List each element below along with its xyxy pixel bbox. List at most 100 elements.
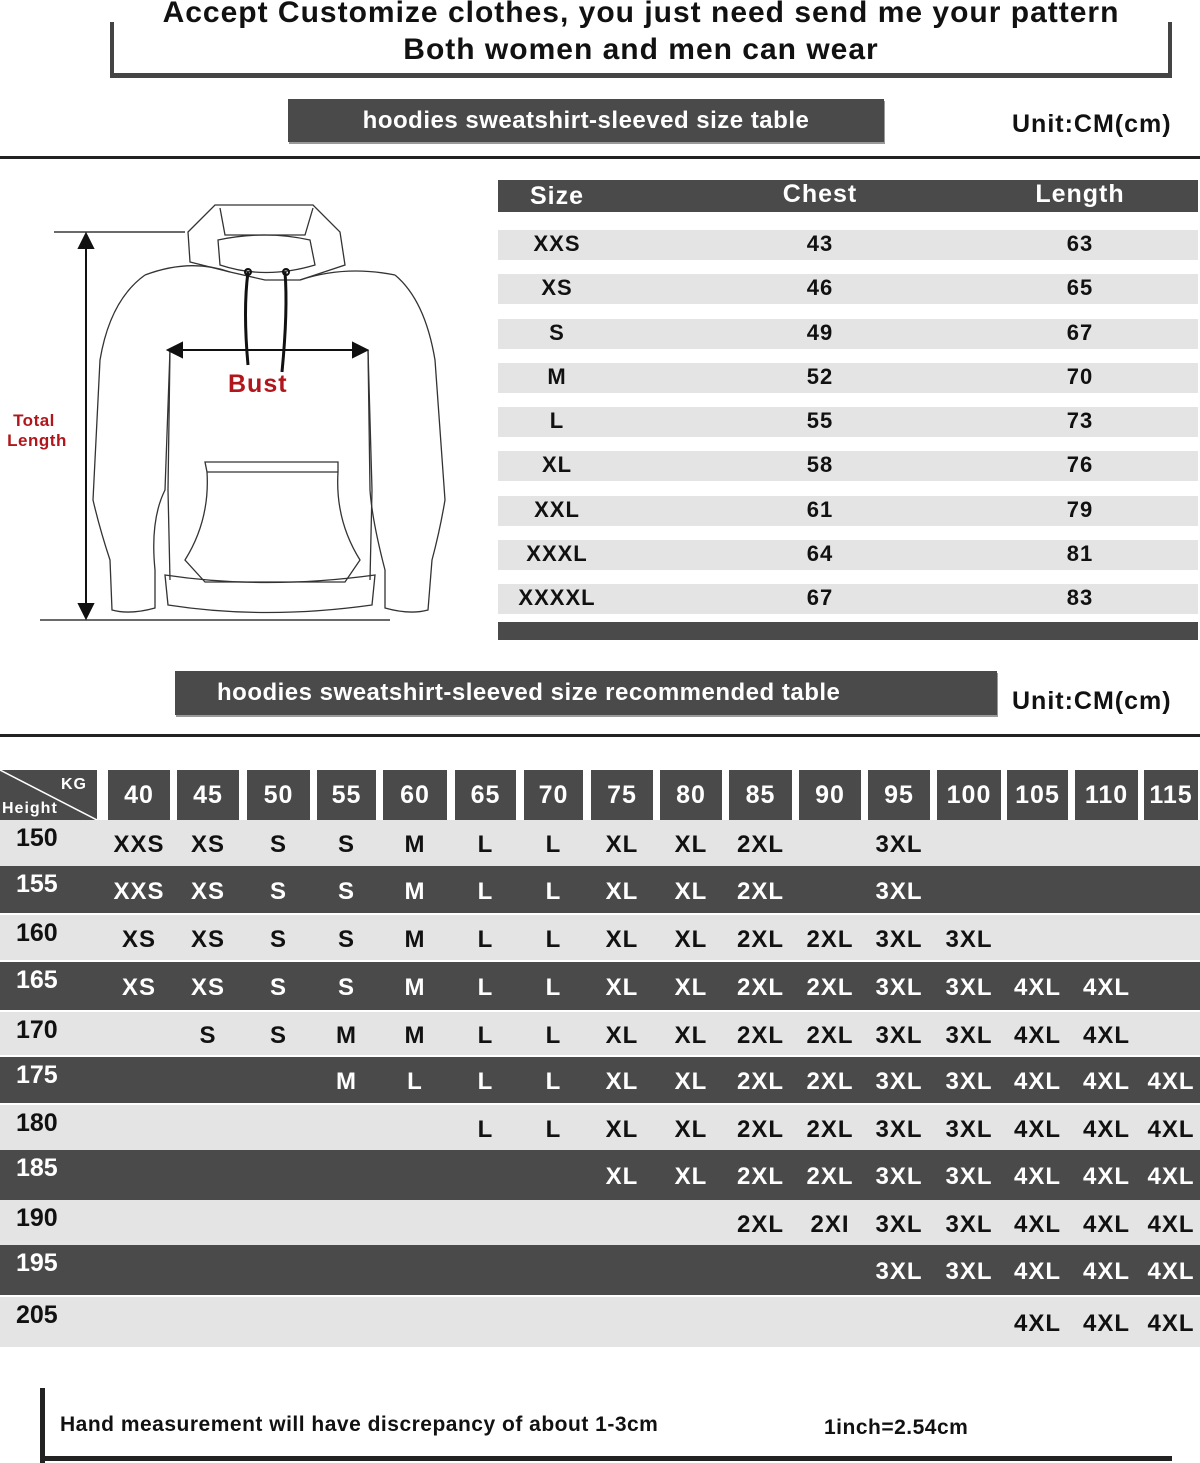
size-row (498, 584, 1198, 614)
size-row (498, 230, 1198, 260)
length-cell: 70 (1066, 364, 1094, 389)
size-row (498, 540, 1198, 570)
size-row (498, 319, 1198, 349)
size-recommendation-cell: S (337, 877, 355, 905)
footer-conversion: 1inch=2.54cm (824, 1416, 969, 1439)
bust-label: Bust (228, 370, 288, 398)
size-recommendation-cell: 4XL (1013, 1210, 1061, 1238)
size-cell: XXXL (526, 541, 588, 566)
corner-kg-label: KG (61, 776, 87, 793)
footer-note: Hand measurement will have discrepancy o… (60, 1413, 659, 1436)
size-cell: XXS (533, 231, 581, 256)
size-recommendation-cell: 2XL (806, 974, 854, 1001)
size-recommendation-cell: 3XL (875, 1163, 923, 1190)
size-recommendation-cell: XL (674, 1163, 708, 1190)
size-recommendation-cell: 4XL (1147, 1163, 1195, 1190)
size-recommendation-cell: XXS (113, 877, 165, 905)
chest-cell: 43 (806, 231, 834, 256)
corner-height-label: Height (2, 800, 58, 817)
size-recommendation-cell: 4XL (1013, 1310, 1061, 1337)
chest-cell: 67 (806, 585, 834, 610)
size-recommendation-cell: 2XL (736, 1068, 784, 1095)
size-recommendation-cell: 2XL (806, 1068, 854, 1095)
recommendation-row: 170 S S M M L L XL XL 2XL 2XL 3XL 3XL 4XL 4XL (0, 1012, 1200, 1055)
height-cell: 160 (16, 919, 58, 947)
weight-header: 60 (383, 770, 447, 820)
height-cell: 195 (16, 1249, 58, 1277)
size-recommendation-cell: 2XL (736, 831, 784, 858)
size-recommendation-cell: 2XL (806, 1115, 854, 1143)
size-recommendation-cell: 3XL (945, 1068, 993, 1095)
size-recommendation-cell: 2XL (806, 1021, 854, 1049)
size-row (498, 363, 1198, 393)
size-recommendation-cell: 3XL (945, 1258, 993, 1285)
size-recommendation-cell: S (337, 974, 355, 1001)
footer-bottom-border (40, 1456, 1172, 1461)
weight-header: 40 (108, 770, 170, 820)
weight-header: 45 (177, 770, 239, 820)
banner-bottom-border (110, 73, 1172, 78)
chest-cell: 52 (806, 364, 834, 389)
size-recommendation-cell: XL (674, 925, 708, 953)
size-recommendation-cell: 2XI (810, 1210, 850, 1238)
size-recommendation-cell: M (404, 1021, 426, 1049)
size-recommendation-cell: 3XL (875, 831, 923, 858)
weight-header: 85 (729, 770, 792, 820)
size-row (498, 274, 1198, 304)
size-recommendation-cell: L (477, 1115, 494, 1143)
chest-cell: 49 (806, 320, 834, 345)
length-cell: 73 (1066, 408, 1094, 433)
size-recommendation-cell: 3XL (875, 1115, 923, 1143)
footer-left-border (40, 1388, 45, 1463)
size-recommendation-cell: S (269, 877, 287, 905)
size-recommendation-cell: XL (674, 1021, 708, 1049)
size-recommendation-cell: 3XL (945, 1163, 993, 1190)
size-recommendation-cell: XL (605, 1021, 639, 1049)
size-table-unit: Unit:CM(cm) (1012, 110, 1172, 138)
size-recommendation-cell: XL (605, 1115, 639, 1143)
recommendation-row: 175 M L L L XL XL 2XL 2XL 3XL 3XL 4XL 4XL 4XL (0, 1057, 1200, 1103)
banner-right-border (1168, 22, 1172, 78)
size-recommendation-cell: M (336, 1068, 357, 1095)
size-recommendation-cell: 3XL (875, 877, 923, 905)
size-table-header (498, 180, 1198, 212)
size-recommendation-cell: 4XL (1013, 1115, 1061, 1143)
size-recommendation-cell: XL (605, 925, 639, 953)
size-recommendation-cell: L (477, 877, 494, 905)
size-recommendation-cell: XL (605, 1068, 639, 1095)
size-recommendation-cell: 3XL (945, 974, 993, 1001)
size-row (498, 496, 1198, 526)
size-recommendation-cell: XS (190, 925, 225, 953)
size-recommendation-cell: L (545, 1021, 562, 1049)
size-row (498, 407, 1198, 437)
size-recommendation-cell: M (404, 974, 426, 1001)
bust-arrow-icon (165, 341, 370, 359)
size-recommendation-cell: S (199, 1021, 217, 1049)
chest-cell: 55 (806, 408, 834, 433)
height-cell: 190 (16, 1204, 58, 1232)
size-recommendation-cell: L (477, 831, 494, 858)
size-recommendation-cell: S (269, 974, 287, 1001)
size-recommendation-cell: 4XL (1013, 1258, 1061, 1285)
size-recommendation-cell: 3XL (945, 1021, 993, 1049)
weight-header: 100 (937, 770, 1001, 820)
size-recommendation-cell: XS (121, 974, 156, 1001)
size-recommendation-cell: L (477, 1068, 494, 1095)
weight-header: 90 (799, 770, 861, 820)
size-recommendation-cell: 2XL (806, 925, 854, 953)
size-recommendation-cell: XL (674, 877, 708, 905)
height-cell: 150 (16, 824, 58, 852)
size-recommendation-cell: 2XL (736, 1163, 784, 1190)
size-cell: S (549, 320, 565, 345)
total-length-label-1: Total (13, 411, 55, 430)
size-recommendation-cell: XL (674, 831, 708, 858)
size-recommendation-cell: XL (605, 974, 639, 1001)
chest-cell: 46 (806, 275, 834, 300)
recommended-table-unit: Unit:CM(cm) (1012, 687, 1172, 715)
size-recommendation-cell: 2XL (736, 1115, 784, 1143)
hoodie-outline-icon (92, 204, 446, 614)
size-recommendation-cell: 4XL (1082, 1310, 1130, 1337)
recommendation-row: 185 XL XL 2XL 2XL 3XL 3XL 4XL 4XL 4XL (0, 1150, 1200, 1200)
diagonal-line-icon (0, 770, 97, 820)
